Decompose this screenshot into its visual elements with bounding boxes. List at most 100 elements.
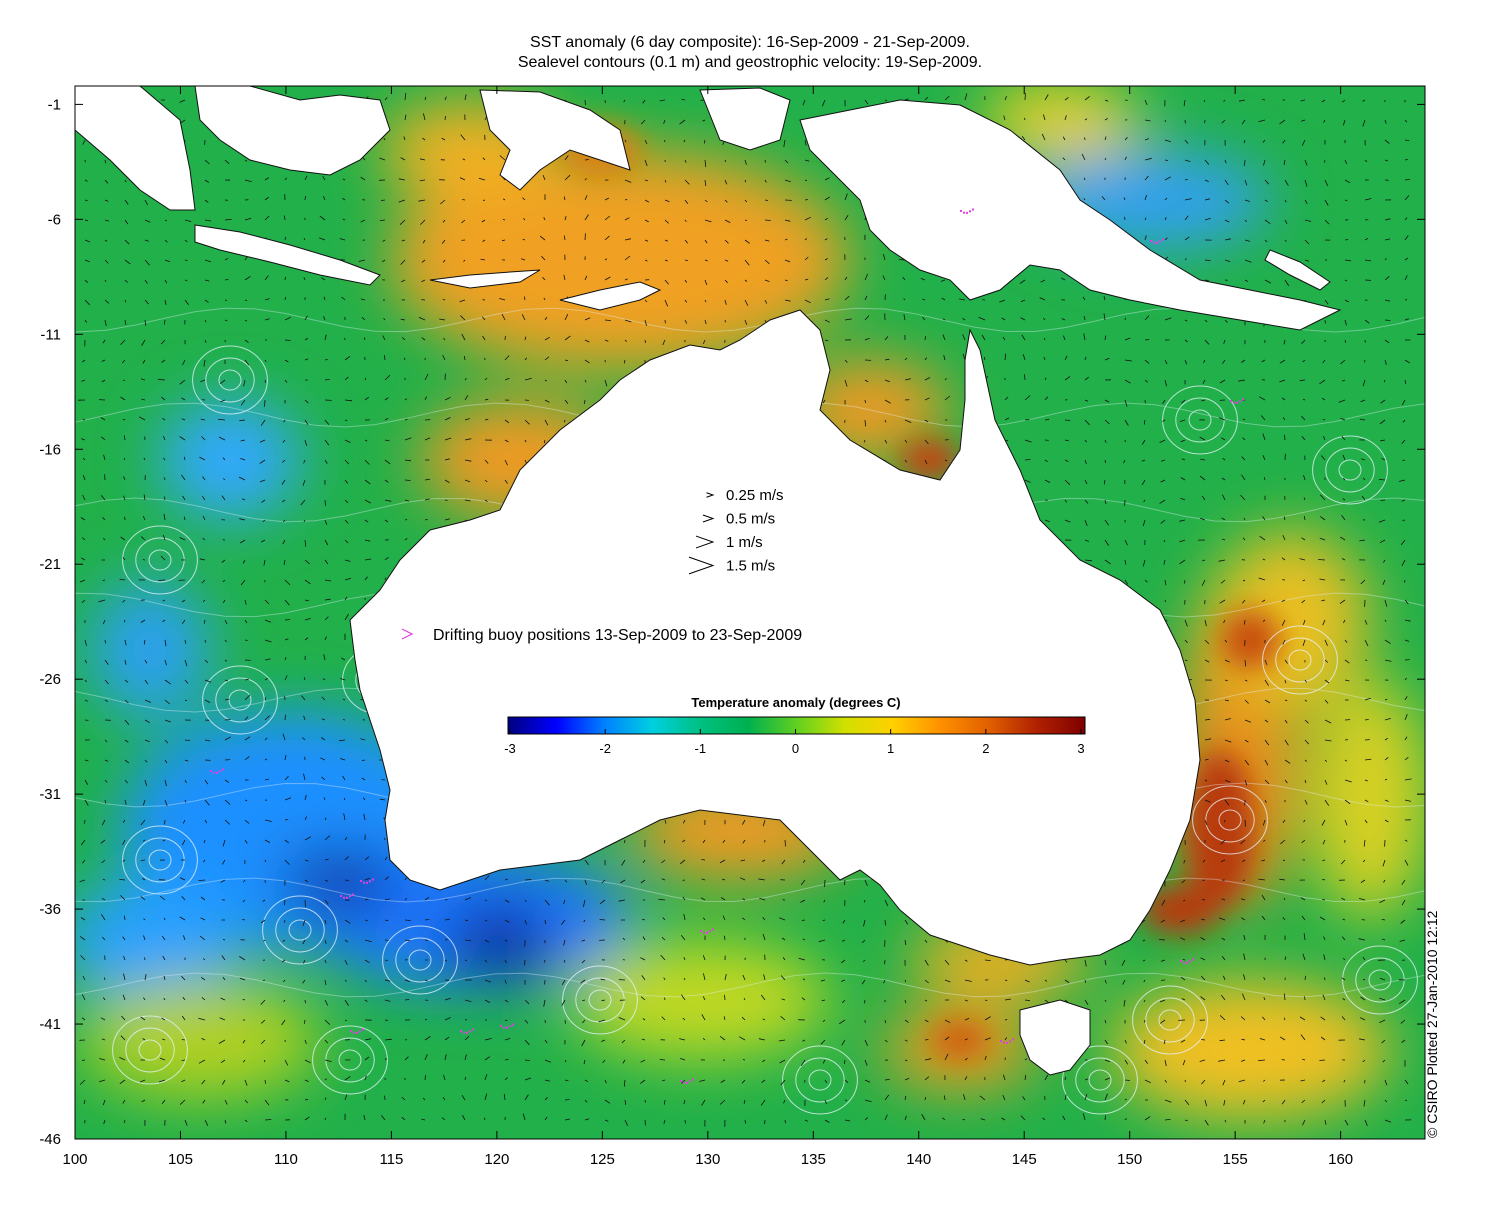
sealevel-contour-ring: [218, 369, 242, 391]
velocity-arrow-icon: [706, 492, 715, 498]
buoy-position: [463, 1031, 465, 1034]
buoy-position: [500, 1025, 502, 1027]
very-cold-anomaly: [445, 905, 555, 975]
x-tick-label: 120: [484, 1151, 509, 1168]
sealevel-contour-line: [75, 972, 1425, 998]
buoy-position: [466, 1031, 468, 1034]
hot-anomaly: [930, 1020, 990, 1060]
buoy-position: [1000, 1040, 1002, 1042]
buoy-marker-icon: [401, 628, 414, 640]
sealevel-contour-ring: [148, 549, 172, 571]
sealevel-contour-ring: [1205, 797, 1255, 843]
hot-anomaly: [1185, 750, 1255, 910]
buoy-position: [362, 1028, 364, 1031]
buoy-position: [709, 930, 711, 933]
mild-anomaly-region: [570, 940, 830, 1060]
y-axis-ticks: -1-6-11-16-21-26-31-36-41-46: [39, 96, 1425, 1148]
buoy-position: [369, 880, 371, 883]
y-tick-label: -36: [39, 901, 61, 918]
sealevel-contour-ring: [205, 357, 255, 403]
sealevel-contour-ring: [408, 949, 432, 971]
buoy-position: [960, 210, 962, 212]
sealevel-contour-ring: [1262, 625, 1338, 695]
hot-anomaly: [1140, 885, 1220, 935]
buoy-position: [1159, 240, 1161, 243]
buoy-position: [366, 881, 368, 884]
map-title-line-1: SST anomaly (6 day composite): 16-Sep-20…: [530, 34, 970, 51]
buoy-position: [700, 930, 702, 932]
warm-anomaly-region: [1310, 680, 1425, 920]
x-tick-label: 100: [62, 1151, 87, 1168]
sealevel-contour-ring: [215, 677, 265, 723]
buoy-position: [1242, 398, 1244, 401]
x-tick-label: 160: [1328, 1151, 1353, 1168]
buoy-position: [509, 1025, 511, 1028]
buoy-position: [350, 1030, 352, 1032]
warm-anomaly-region: [390, 150, 850, 370]
map-title-line-2: Sealevel contours (0.1 m) and geostrophi…: [517, 54, 983, 71]
velocity-arrow-icon: [695, 535, 715, 549]
sealevel-contour-ring: [1188, 409, 1212, 431]
buoy-position: [706, 931, 708, 934]
x-axis-ticks: 100 105 110 115 120 125 130 135 140 145 150 155 160: [62, 86, 1353, 1168]
buoy-position: [213, 771, 215, 774]
velocity-legend-label: 1 m/s: [726, 534, 763, 551]
map-frame: [74, 85, 1426, 1140]
x-tick-label: 105: [168, 1151, 193, 1168]
x-tick-label: 140: [906, 1151, 931, 1168]
buoy-position: [219, 770, 221, 773]
y-tick-label: -46: [39, 1131, 61, 1148]
drifting-buoy-tracks: [210, 208, 1244, 1084]
colorbar-tick-label: 0: [792, 741, 799, 756]
sealevel-contour-ring: [1342, 945, 1418, 1015]
sealevel-contour-ring: [1145, 997, 1195, 1043]
colorbar-title: Temperature anomaly (degrees C): [691, 695, 900, 710]
buoy-position: [972, 208, 974, 211]
buoy-position: [346, 896, 348, 899]
buoy-position: [359, 1030, 361, 1033]
sealevel-contour-line: [75, 877, 1425, 903]
sealevel-contour-ring: [1288, 649, 1312, 671]
borneo-island: [194, 86, 391, 176]
sealevel-contour-ring: [1162, 385, 1238, 455]
y-tick-label: -1: [48, 96, 61, 113]
sealevel-contour-ring: [395, 937, 445, 983]
sealevel-contour-ring: [782, 1045, 858, 1115]
colorbar-tick-label: -1: [695, 741, 707, 756]
sealevel-contour-ring: [588, 989, 612, 1011]
x-tick-label: 150: [1117, 1151, 1142, 1168]
map-plot-area: [75, 86, 1425, 1139]
buoy-position: [222, 768, 224, 771]
sealevel-contour-ring: [338, 1049, 362, 1071]
sumatra-island: [75, 86, 196, 211]
buoy-position: [969, 210, 971, 213]
buoy-position: [1186, 961, 1188, 964]
buoy-position: [1006, 1041, 1008, 1044]
buoy-position: [692, 1078, 694, 1081]
sealevel-contour-ring: [1132, 985, 1208, 1055]
sealevel-contour-ring: [1312, 435, 1388, 505]
sealevel-contour-ring: [1275, 637, 1325, 683]
sealevel-contour-ring: [202, 665, 278, 735]
buoy-position: [689, 1080, 691, 1083]
y-tick-label: -6: [48, 211, 61, 228]
velocity-legend-label: 0.5 m/s: [726, 511, 775, 528]
cool-anomaly-region: [90, 580, 210, 720]
timor-island: [559, 281, 662, 311]
buoy-position: [372, 878, 374, 881]
y-tick-label: -41: [39, 1016, 61, 1033]
buoy-position: [1180, 960, 1182, 962]
buoy-position: [683, 1081, 685, 1084]
buoy-position: [1012, 1038, 1014, 1041]
cool-anomaly-region: [75, 880, 240, 1000]
sealevel-contour-ring: [1075, 1057, 1125, 1103]
buoy-position: [1230, 400, 1232, 402]
x-tick-label: 135: [801, 1151, 826, 1168]
buoy-position: [1162, 238, 1164, 241]
sealevel-contour-ring: [1368, 969, 1392, 991]
buoy-position: [966, 211, 968, 214]
buoy-position: [360, 880, 362, 882]
y-tick-label: -16: [39, 441, 61, 458]
buoy-position: [353, 1031, 355, 1034]
